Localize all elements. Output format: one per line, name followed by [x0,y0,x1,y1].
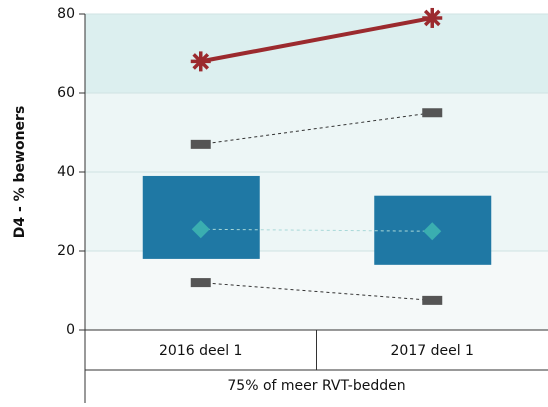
x-tick-label: 2017 deel 1 [391,343,474,359]
x-tick-label: 2016 deel 1 [159,343,242,359]
y-tick-label: 20 [57,243,75,259]
box [142,175,260,259]
star-stroke [192,53,210,70]
y-tick-label: 40 [57,164,75,180]
dash-marker [190,139,211,149]
dash-marker [190,278,211,288]
y-tick-label: 80 [57,6,75,22]
star-marker [190,51,211,72]
dash-marker [422,295,443,305]
series [190,7,443,72]
y-axis-label: D4 - % bewoners [12,106,28,239]
series [190,278,443,305]
y-tick-label: 0 [66,322,75,338]
star-marker [422,7,443,28]
star-stroke [423,9,441,27]
series-line [200,228,433,232]
series-line [200,112,433,145]
diamond-marker [423,222,442,241]
dash-marker [422,108,443,118]
background-band [85,14,548,93]
y-tick-label: 60 [57,85,75,101]
group-label: 75% of meer RVT-bedden [227,378,405,394]
series [190,108,443,149]
series-line [200,15,433,64]
series-line [200,282,433,301]
series [191,220,442,241]
diamond-marker [191,220,210,239]
